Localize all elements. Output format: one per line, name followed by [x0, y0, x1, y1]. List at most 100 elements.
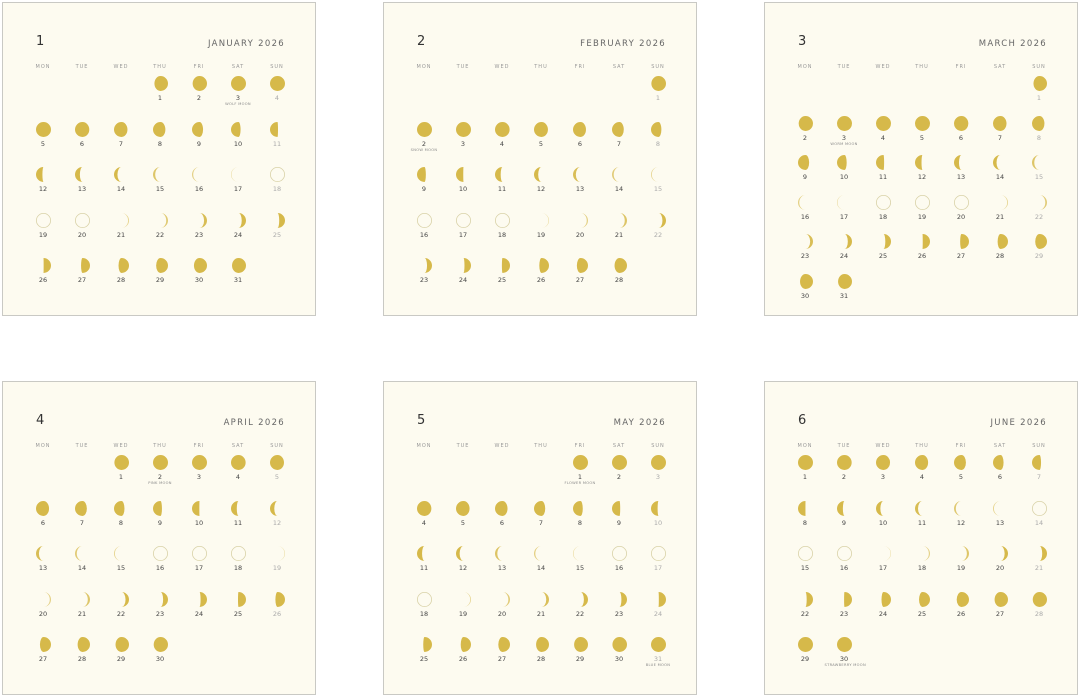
- day-number: 10: [839, 173, 849, 181]
- moon-phase-icon: [875, 115, 891, 131]
- day-cell: 26: [942, 591, 981, 618]
- moon-phase-icon: [650, 167, 658, 182]
- day-number: 2: [802, 133, 808, 142]
- day-cell: 7: [102, 121, 141, 148]
- day-cell: 10: [444, 166, 483, 193]
- moon-phase-icon: [35, 500, 49, 516]
- day-number: 31: [233, 276, 243, 284]
- moon-phase-icon: [74, 500, 87, 516]
- day-cell: 31 BLUE MOON: [639, 636, 678, 668]
- day-number: 1: [118, 473, 124, 481]
- day-cell: 6: [981, 454, 1020, 481]
- moon-phase-icon: [416, 167, 426, 182]
- day-cell: 21: [600, 212, 639, 239]
- day-cell: 26: [444, 636, 483, 663]
- day-number: 7: [118, 139, 124, 148]
- weekday-header: SAT: [231, 64, 245, 70]
- month-number: 5: [417, 413, 426, 428]
- day-number: 28: [614, 276, 624, 284]
- day-number: 28: [536, 655, 546, 663]
- day-number: 19: [38, 230, 48, 239]
- day-number: 12: [536, 185, 546, 193]
- day-cell: 3 WOLF MOON: [219, 75, 258, 107]
- day-number: 6: [40, 518, 46, 527]
- moon-phase-icon: [455, 212, 471, 228]
- day-cell: 2: [825, 454, 864, 481]
- weekday-header: SAT: [993, 443, 1007, 449]
- day-number: 14: [995, 173, 1005, 181]
- day-cell: 4: [903, 454, 942, 481]
- day-cell: 20: [63, 212, 102, 239]
- day-cell: 14: [522, 545, 561, 572]
- moon-phase-icon: [914, 194, 930, 210]
- moon-phase-icon: [611, 167, 619, 182]
- day-cell: 23: [600, 591, 639, 618]
- day-cell: 30: [600, 636, 639, 663]
- day-cell: 23: [180, 212, 219, 239]
- day-cell: 7: [63, 500, 102, 527]
- moon-phase-icon: [658, 212, 666, 228]
- day-number: 26: [38, 276, 48, 284]
- moon-phase-icon: [191, 167, 199, 182]
- day-number: 16: [194, 185, 204, 193]
- moon-phase-icon: [797, 194, 805, 210]
- day-number: 19: [272, 564, 282, 572]
- day-cell: 17: [219, 166, 258, 193]
- day-cell: 26: [903, 233, 942, 260]
- day-cell: 6: [942, 115, 981, 142]
- day-number: 6: [499, 518, 505, 527]
- day-cell: 31: [219, 257, 258, 284]
- moon-phase-icon: [230, 76, 246, 91]
- day-number: 3: [880, 473, 886, 481]
- weekday-header: WED: [113, 64, 129, 70]
- moon-phase-icon: [836, 194, 844, 210]
- day-number: 25: [917, 609, 927, 618]
- day-cell: 19: [942, 545, 981, 572]
- day-number: 25: [272, 230, 282, 239]
- moon-phase-icon: [501, 258, 510, 273]
- full-moon-name: WOLF MOON: [225, 102, 251, 106]
- day-cell: 14: [600, 166, 639, 193]
- moon-phase-icon: [1031, 500, 1047, 516]
- day-number: 8: [577, 518, 583, 527]
- day-cell: 25: [903, 591, 942, 618]
- day-number: 1: [157, 94, 163, 102]
- day-cell: 24: [180, 591, 219, 618]
- moon-phase-icon: [805, 234, 813, 249]
- day-number: 25: [878, 252, 888, 260]
- day-cell: 21: [522, 591, 561, 618]
- moon-phase-icon: [152, 546, 168, 561]
- day-cell: 18: [219, 545, 258, 572]
- moon-phase-icon: [74, 546, 82, 561]
- day-cell: 2: [786, 115, 825, 142]
- weekday-header: WED: [113, 443, 129, 449]
- day-number: 15: [575, 564, 585, 572]
- day-number: 18: [419, 609, 429, 618]
- day-number: 6: [577, 139, 583, 148]
- day-cell: 7: [981, 115, 1020, 142]
- day-number: 9: [616, 518, 622, 527]
- day-cell: 14: [1020, 500, 1059, 527]
- moon-phase-icon: [914, 500, 922, 516]
- weekday-header: WED: [875, 443, 891, 449]
- moon-phase-icon: [455, 500, 470, 516]
- day-cell: 19: [24, 212, 63, 239]
- day-cell: 28: [600, 257, 639, 284]
- moon-phase-icon: [118, 258, 129, 273]
- day-cell: 28: [102, 257, 141, 284]
- moon-phase-icon: [160, 212, 168, 228]
- moon-phase-icon: [1031, 115, 1044, 131]
- day-cell: 17: [180, 545, 219, 572]
- day-cell: 29: [141, 257, 180, 284]
- moon-phase-icon: [152, 500, 162, 516]
- day-number: 23: [839, 609, 849, 618]
- day-cell: 11: [903, 500, 942, 527]
- day-number: 8: [118, 518, 124, 527]
- moon-phase-icon: [231, 258, 246, 273]
- moon-phase-icon: [199, 212, 207, 228]
- moon-phase-icon: [152, 455, 168, 470]
- weekday-header: MON: [416, 64, 432, 70]
- day-number: 16: [155, 564, 165, 572]
- day-cell: 25: [258, 212, 297, 239]
- day-number: 20: [995, 564, 1005, 572]
